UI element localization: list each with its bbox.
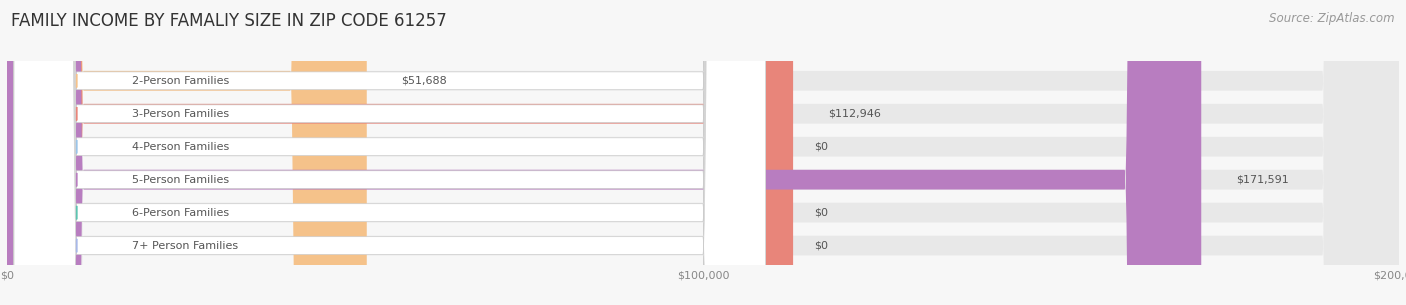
FancyBboxPatch shape [14,0,766,305]
FancyBboxPatch shape [7,0,1399,305]
Text: $171,591: $171,591 [1236,175,1289,185]
FancyBboxPatch shape [14,0,766,305]
FancyBboxPatch shape [7,0,793,305]
Text: Source: ZipAtlas.com: Source: ZipAtlas.com [1270,12,1395,25]
Text: FAMILY INCOME BY FAMALIY SIZE IN ZIP CODE 61257: FAMILY INCOME BY FAMALIY SIZE IN ZIP COD… [11,12,447,30]
Text: $0: $0 [814,208,828,217]
FancyBboxPatch shape [7,0,1399,305]
Text: 2-Person Families: 2-Person Families [132,76,229,86]
Text: $0: $0 [814,142,828,152]
FancyBboxPatch shape [7,0,1399,305]
FancyBboxPatch shape [7,0,1399,305]
FancyBboxPatch shape [14,0,766,305]
FancyBboxPatch shape [7,0,1399,305]
Text: 4-Person Families: 4-Person Families [132,142,229,152]
FancyBboxPatch shape [7,0,1201,305]
Text: 7+ Person Families: 7+ Person Families [132,241,239,251]
Text: 5-Person Families: 5-Person Families [132,175,229,185]
Text: $51,688: $51,688 [402,76,447,86]
FancyBboxPatch shape [14,0,766,305]
FancyBboxPatch shape [14,0,766,305]
Text: 6-Person Families: 6-Person Families [132,208,229,217]
Text: 3-Person Families: 3-Person Families [132,109,229,119]
FancyBboxPatch shape [14,0,766,305]
FancyBboxPatch shape [7,0,367,305]
Text: $0: $0 [814,241,828,251]
Text: $112,946: $112,946 [828,109,880,119]
FancyBboxPatch shape [7,0,1399,305]
